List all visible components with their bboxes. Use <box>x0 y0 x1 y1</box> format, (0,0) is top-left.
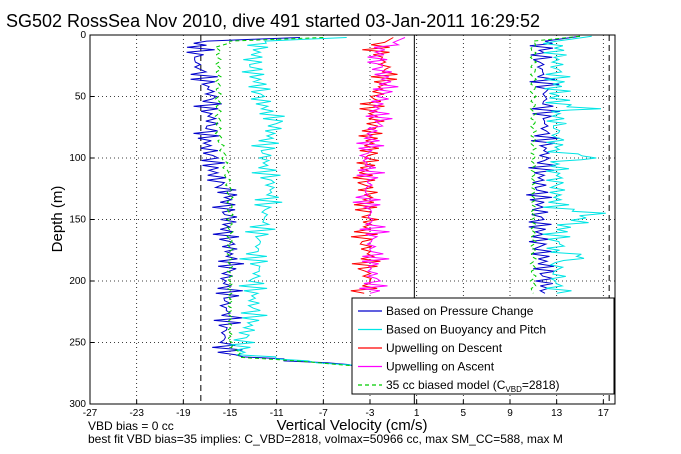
x-tick-label: -11 <box>270 408 284 419</box>
x-tick-label: 9 <box>507 408 513 419</box>
legend: Based on Pressure Change Based on Buoyanc… <box>351 297 615 395</box>
legend-label: Upwelling on Ascent <box>386 360 495 374</box>
x-tick-label: 5 <box>461 408 467 419</box>
series-line <box>186 37 371 368</box>
series-line <box>542 35 606 294</box>
series-line <box>350 37 398 294</box>
y-tick-label: 200 <box>69 276 86 287</box>
y-tick-label: 0 <box>80 30 86 41</box>
x-tick-label: -23 <box>129 408 144 419</box>
series-line <box>526 35 581 294</box>
x-tick-label: 1 <box>414 408 420 419</box>
grid <box>90 35 615 404</box>
legend-label: Based on Buoyancy and Pitch <box>386 323 546 337</box>
x-tick-label: -7 <box>319 408 328 419</box>
chart-title: SG502 RossSea Nov 2010, dive 491 started… <box>6 11 540 31</box>
footer-vbd-bias: VBD bias = 0 cc <box>88 419 174 433</box>
axis-ticks: -27 -23 -19 -15 -11 -7 -3 1 5 9 13 17 0 50 100 150 200 25… <box>69 30 609 419</box>
y-tick-label: 250 <box>69 338 86 349</box>
x-tick-label: -27 <box>83 408 98 419</box>
legend-label: Based on Pressure Change <box>386 304 534 318</box>
footer-best-fit: best fit VBD bias=35 implies: C_VBD=2818… <box>88 432 563 446</box>
x-tick-label: -19 <box>176 408 191 419</box>
legend-label: Upwelling on Descent <box>386 341 503 355</box>
y-tick-label: 300 <box>69 399 86 410</box>
y-tick-label: 100 <box>69 153 86 164</box>
x-tick-label: 17 <box>598 408 610 419</box>
legend-label: 35 cc biased model (CVBD=2818) <box>386 378 560 394</box>
series-line <box>214 37 371 368</box>
legend-box <box>351 297 615 395</box>
series-line <box>352 37 406 294</box>
x-axis-label: Vertical Velocity (cm/s) <box>277 417 428 434</box>
y-tick-label: 50 <box>75 92 87 103</box>
series-group <box>186 35 606 368</box>
series-line <box>529 35 581 294</box>
series-line <box>229 37 374 368</box>
x-tick-label: -3 <box>366 408 375 419</box>
y-axis-label: Depth (m) <box>49 186 66 253</box>
y-tick-label: 150 <box>69 215 86 226</box>
x-tick-label: -15 <box>223 408 238 419</box>
x-tick-label: 13 <box>551 408 563 419</box>
